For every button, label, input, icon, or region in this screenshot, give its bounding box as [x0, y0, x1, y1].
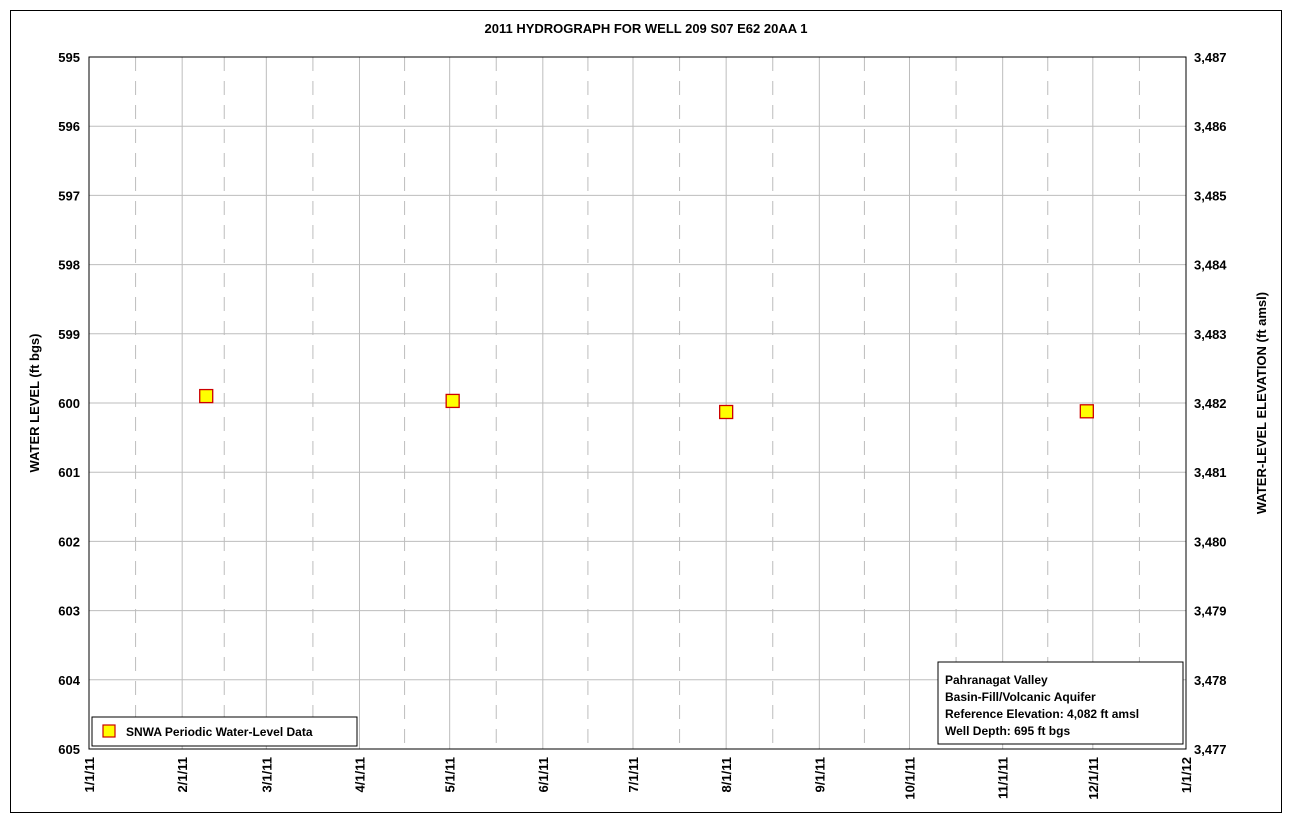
x-tick-label: 1/1/12 — [1179, 757, 1194, 793]
x-tick-label: 12/1/11 — [1086, 757, 1101, 800]
y-tick-right: 3,477 — [1194, 742, 1227, 757]
legend-label: SNWA Periodic Water-Level Data — [126, 725, 313, 739]
y-tick-left: 602 — [58, 534, 80, 549]
x-tick-label: 4/1/11 — [352, 757, 367, 792]
x-tick-label: 6/1/11 — [536, 757, 551, 792]
y-tick-left: 596 — [58, 119, 80, 134]
y-tick-right: 3,485 — [1194, 188, 1227, 203]
y-tick-left: 604 — [58, 673, 80, 688]
chart-title: 2011 HYDROGRAPH FOR WELL 209 S07 E62 20A… — [485, 21, 808, 36]
x-tick-label: 7/1/11 — [626, 757, 641, 792]
y-axis-right-label: WATER-LEVEL ELEVATION (ft amsl) — [1254, 292, 1269, 514]
x-tick-label: 8/1/11 — [719, 757, 734, 792]
data-point — [1079, 404, 1094, 419]
y-tick-right: 3,481 — [1194, 465, 1227, 480]
y-tick-right: 3,480 — [1194, 534, 1227, 549]
info-reference-elevation: Reference Elevation: 4,082 ft amsl — [945, 707, 1139, 721]
x-tick-label: 9/1/11 — [812, 757, 827, 792]
y-tick-right: 3,487 — [1194, 50, 1227, 65]
x-tick-label: 2/1/11 — [175, 757, 190, 792]
y-tick-right: 3,486 — [1194, 119, 1227, 134]
y-tick-right: 3,479 — [1194, 604, 1227, 619]
x-tick-label: 5/1/11 — [443, 757, 458, 792]
y-tick-left: 597 — [58, 188, 80, 203]
y-tick-left: 595 — [58, 50, 80, 65]
y-tick-left: 600 — [58, 396, 80, 411]
y-axis-left-label: WATER LEVEL (ft bgs) — [27, 334, 42, 473]
x-tick-label: 1/1/11 — [82, 757, 97, 792]
info-aquifer: Basin-Fill/Volcanic Aquifer — [945, 690, 1096, 704]
info-box-border — [937, 661, 1184, 745]
right-axis: 3,487 3,486 3,485 3,484 3,483 3,482 3,481 3,480… — [1194, 50, 1227, 757]
y-tick-right: 3,483 — [1194, 327, 1227, 342]
data-points — [199, 388, 1094, 420]
y-tick-left: 605 — [58, 742, 80, 757]
y-tick-left: 601 — [58, 465, 80, 480]
y-tick-right: 3,484 — [1194, 258, 1227, 273]
x-tick-label: 10/1/11 — [902, 757, 917, 800]
x-tick-label: 3/1/11 — [259, 757, 274, 792]
x-tick-label: 11/1/11 — [996, 757, 1011, 799]
y-tick-left: 599 — [58, 327, 80, 342]
legend-box — [91, 716, 358, 747]
data-point — [719, 404, 734, 420]
grid — [89, 57, 1186, 749]
x-axis: 1/1/11 2/1/11 3/1/11 4/1/11 5/1/11 6/1/11 7/1/… — [82, 757, 1194, 800]
y-tick-left: 603 — [58, 604, 80, 619]
y-tick-left: 598 — [58, 258, 80, 273]
y-tick-right: 3,478 — [1194, 673, 1227, 688]
info-basin: Pahranagat Valley — [945, 673, 1048, 687]
legend-marker — [102, 724, 116, 738]
legend: SNWA Periodic Water-Level Data — [91, 716, 358, 747]
y-tick-right: 3,482 — [1194, 396, 1227, 411]
info-well-depth: Well Depth: 695 ft bgs — [945, 724, 1070, 738]
data-point — [199, 388, 214, 404]
chart-frame — [10, 10, 1282, 813]
info-box: Pahranagat Valley Basin-Fill/Volcanic Aq… — [937, 661, 1184, 745]
left-axis: 595 596 597 598 599 600 601 602 603 604 605 — [58, 50, 80, 757]
plot-area — [88, 56, 1187, 750]
data-point — [445, 393, 460, 409]
